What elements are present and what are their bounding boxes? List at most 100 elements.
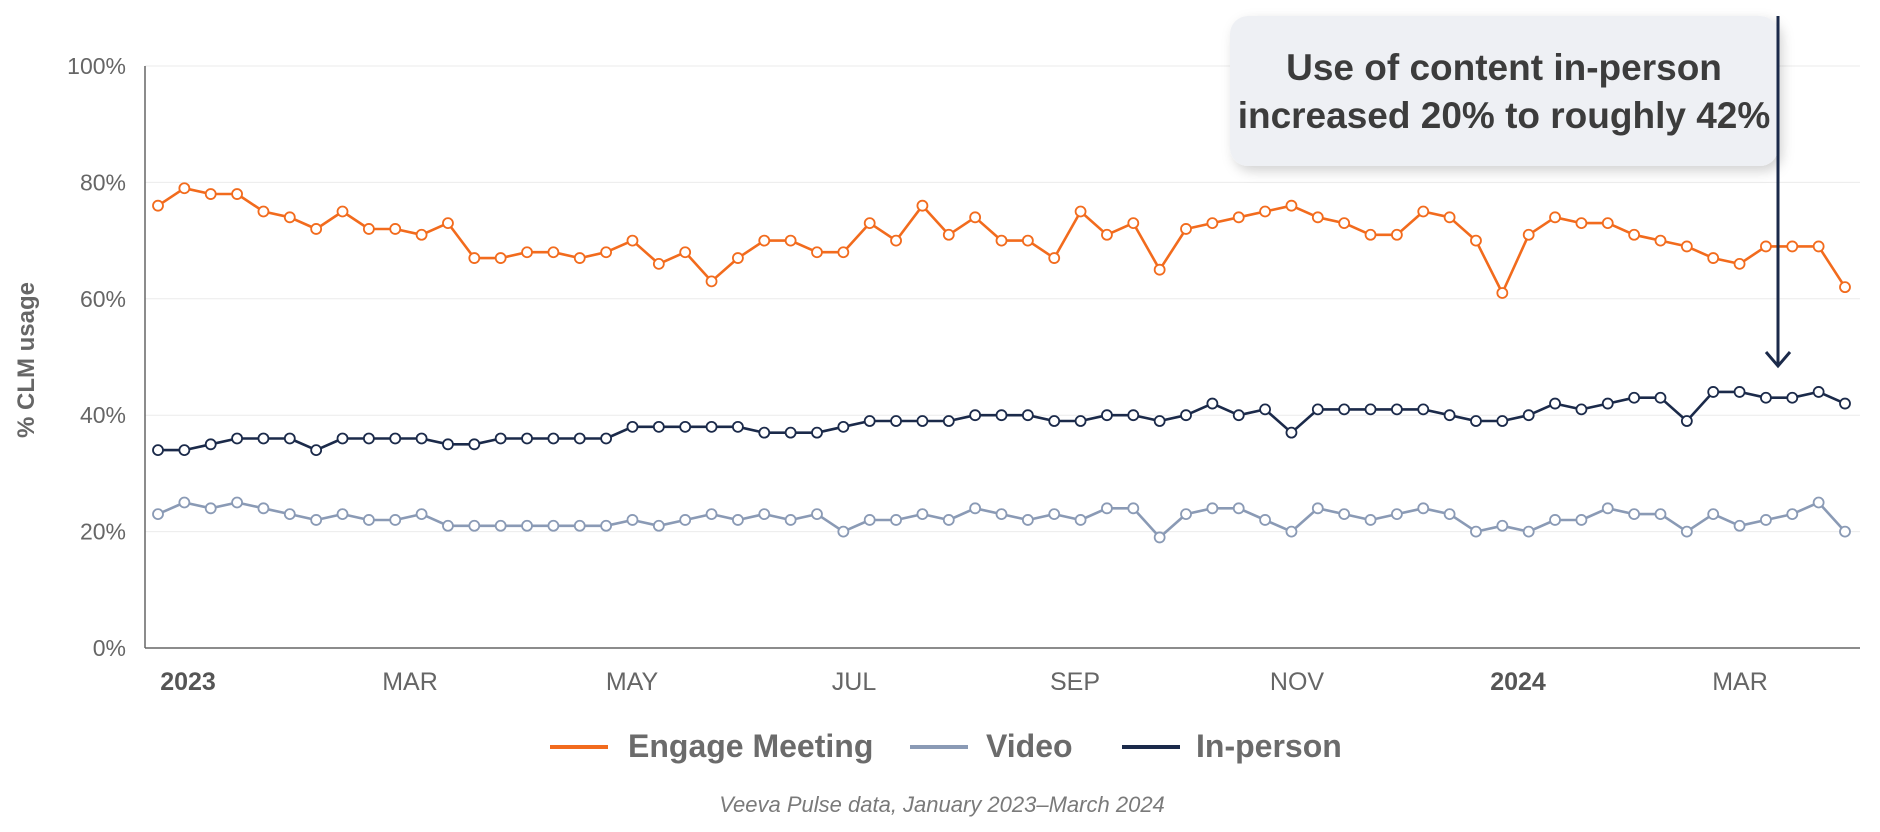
data-point-in-person <box>204 438 217 451</box>
data-point-video <box>969 502 982 515</box>
data-point-in-person <box>837 420 850 433</box>
data-point-video <box>468 519 481 532</box>
data-point-in-person <box>283 432 296 445</box>
data-point-engage-meeting <box>811 246 823 259</box>
data-point-engage-meeting <box>600 246 613 259</box>
data-point-video <box>679 514 692 526</box>
data-point-engage-meeting <box>1021 234 1034 247</box>
data-point-in-person <box>1733 386 1746 398</box>
data-point-engage-meeting <box>389 223 402 235</box>
data-point-engage-meeting <box>1285 199 1298 212</box>
data-point-video <box>1285 525 1298 538</box>
annotation-line-1: Use of content in-person <box>1286 47 1722 88</box>
data-point-video <box>1101 502 1113 515</box>
data-point-engage-meeting <box>679 246 692 259</box>
data-point-engage-meeting <box>1786 240 1799 253</box>
data-point-video <box>415 508 428 521</box>
x-tick-label: MAR <box>382 668 438 696</box>
data-point-engage-meeting <box>1522 228 1535 241</box>
data-point-in-person <box>1364 403 1377 416</box>
data-point-in-person <box>257 432 270 445</box>
data-point-engage-meeting <box>573 252 586 264</box>
data-point-engage-meeting <box>916 199 929 212</box>
data-point-in-person <box>1812 386 1825 398</box>
data-point-engage-meeting <box>837 246 850 259</box>
data-point-video <box>705 508 718 521</box>
data-point-engage-meeting <box>468 252 481 264</box>
data-point-engage-meeting <box>1127 217 1140 230</box>
data-point-in-person <box>1680 415 1693 427</box>
data-point-video <box>1232 502 1245 515</box>
axes <box>144 66 1860 649</box>
data-point-video <box>1153 531 1166 544</box>
data-point-video <box>1074 514 1087 526</box>
data-point-video <box>811 508 823 521</box>
x-tick-label: 2024 <box>1490 668 1546 696</box>
data-point-engage-meeting <box>1575 217 1588 230</box>
annotation-box <box>1230 16 1778 166</box>
data-point-engage-meeting <box>257 205 270 218</box>
data-point-video <box>204 502 217 515</box>
data-point-in-person <box>1285 426 1298 439</box>
y-tick-label: 100% <box>67 53 126 79</box>
data-point-video <box>231 496 243 509</box>
data-point-video <box>1496 519 1509 532</box>
data-point-in-person <box>1232 409 1245 422</box>
source-note: Veeva Pulse data, January 2023–March 202… <box>719 792 1165 817</box>
data-point-engage-meeting <box>1760 240 1772 253</box>
data-point-in-person <box>1180 409 1192 422</box>
data-point-video <box>1839 525 1851 538</box>
data-point-engage-meeting <box>1101 228 1113 241</box>
data-point-video <box>547 519 560 532</box>
data-point-in-person <box>652 420 665 433</box>
data-point-engage-meeting <box>1311 211 1324 224</box>
data-point-engage-meeting <box>1417 205 1430 218</box>
data-point-engage-meeting <box>1839 281 1851 294</box>
data-point-engage-meeting <box>969 211 982 224</box>
data-point-video <box>1180 508 1192 521</box>
data-point-in-person <box>1390 403 1403 416</box>
y-axis-label: % CLM usage <box>13 282 40 438</box>
data-point-video <box>890 514 902 526</box>
data-point-engage-meeting <box>310 223 323 235</box>
data-point-video <box>1522 525 1535 538</box>
data-point-engage-meeting <box>362 223 375 235</box>
data-point-engage-meeting <box>784 234 797 247</box>
data-point-video <box>178 496 191 509</box>
data-point-in-person <box>336 432 349 445</box>
data-point-video <box>257 502 270 515</box>
data-point-in-person <box>1522 409 1535 422</box>
data-point-in-person <box>1549 397 1561 410</box>
data-point-in-person <box>732 420 744 433</box>
y-tick-label: 40% <box>80 402 126 428</box>
data-point-video <box>758 508 771 521</box>
legend-label-video: Video <box>986 728 1073 764</box>
data-point-in-person <box>521 432 533 445</box>
data-point-engage-meeting <box>178 182 191 195</box>
data-point-video <box>1601 502 1614 515</box>
data-point-engage-meeting <box>1206 217 1219 230</box>
data-point-video <box>1338 508 1351 521</box>
annotation-callout: Use of content in-person increased 20% t… <box>1230 16 1792 369</box>
data-point-video <box>521 519 533 532</box>
data-point-in-person <box>811 426 823 439</box>
data-point-engage-meeting <box>1812 240 1825 253</box>
data-point-video <box>1680 525 1693 538</box>
data-point-engage-meeting <box>1496 287 1509 299</box>
data-point-video <box>916 508 929 521</box>
data-point-in-person <box>679 420 692 433</box>
legend-label-in-person: In-person <box>1196 728 1342 764</box>
y-tick-label: 80% <box>80 169 126 195</box>
data-point-in-person <box>1786 391 1799 404</box>
data-point-engage-meeting <box>152 199 164 212</box>
data-point-in-person <box>547 432 560 445</box>
data-point-engage-meeting <box>1338 217 1351 230</box>
data-point-in-person <box>1153 415 1166 427</box>
data-point-in-person <box>1707 386 1720 398</box>
data-point-in-person <box>152 444 164 457</box>
data-point-engage-meeting <box>1390 228 1403 241</box>
data-point-in-person <box>1127 409 1140 422</box>
data-point-engage-meeting <box>1074 205 1087 218</box>
data-point-engage-meeting <box>1680 240 1693 253</box>
data-point-engage-meeting <box>995 234 1008 247</box>
